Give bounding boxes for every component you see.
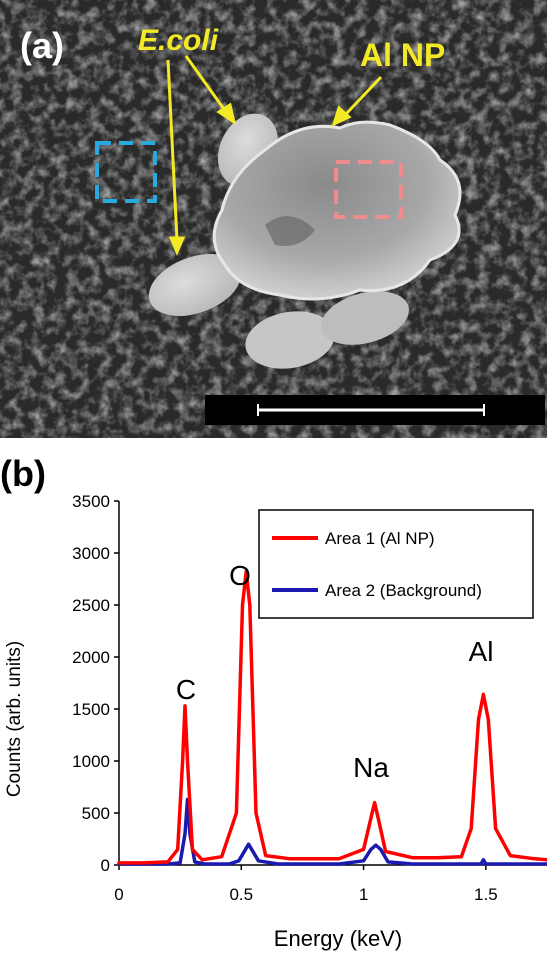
x-tick-label: 0.5 xyxy=(229,885,253,904)
y-tick-label: 1000 xyxy=(72,752,110,771)
x-axis-label: Energy (keV) xyxy=(274,926,402,951)
panel-b-label: (b) xyxy=(0,453,46,494)
y-tick-label: 3000 xyxy=(72,544,110,563)
legend-label-area1: Area 1 (Al NP) xyxy=(325,529,435,548)
legend-box xyxy=(258,509,534,619)
peak-label-al: Al xyxy=(469,636,494,667)
y-axis-label: Counts (arb. units) xyxy=(4,641,25,797)
legend-label-area2: Area 2 (Background) xyxy=(325,581,482,600)
np-surface-shadow xyxy=(265,216,315,246)
y-tick-label: 3500 xyxy=(72,492,110,511)
al-nanoparticle xyxy=(212,120,462,301)
ecoli-cell-left xyxy=(148,253,242,317)
series-line-area1 xyxy=(117,569,547,865)
x-tick-label: 1.5 xyxy=(474,885,498,904)
eds-spectrum-chart: (b) 0 500 1000 1500 2000 2500 3000 3500 0 0.5 1 1.5… xyxy=(0,453,547,951)
x-tick-label: 0 xyxy=(114,885,123,904)
annotation-arrows xyxy=(166,55,383,256)
sem-micrograph-panel: (a) E.coli Al NP xyxy=(0,0,547,438)
peak-label-o: O xyxy=(229,560,251,591)
series-line-area2 xyxy=(117,797,547,866)
x-tick-label: 1 xyxy=(359,885,368,904)
y-tick-label: 1500 xyxy=(72,700,110,719)
ecoli-annotation: E.coli xyxy=(138,24,219,57)
y-tick-label: 0 xyxy=(101,856,110,875)
y-tick-label: 500 xyxy=(82,804,110,823)
chart-legend: Area 1 (Al NP) Area 2 (Background) xyxy=(258,509,534,619)
area2-background-box xyxy=(95,141,157,203)
y-tick-label: 2000 xyxy=(72,648,110,667)
ecoli-cell-bottom-right xyxy=(321,291,409,345)
peak-label-na: Na xyxy=(353,752,389,783)
al-np-annotation: Al NP xyxy=(360,37,445,73)
ecoli-cell-bottom xyxy=(245,311,335,369)
chart-axes: 0 500 1000 1500 2000 2500 3000 3500 0 0.5 1 1.5 xyxy=(72,492,547,904)
chart-series xyxy=(117,569,547,866)
panel-a-label: (a) xyxy=(20,25,64,66)
area1-al-np-box xyxy=(334,160,403,219)
y-tick-label: 2500 xyxy=(72,596,110,615)
peak-label-c: C xyxy=(176,674,196,705)
